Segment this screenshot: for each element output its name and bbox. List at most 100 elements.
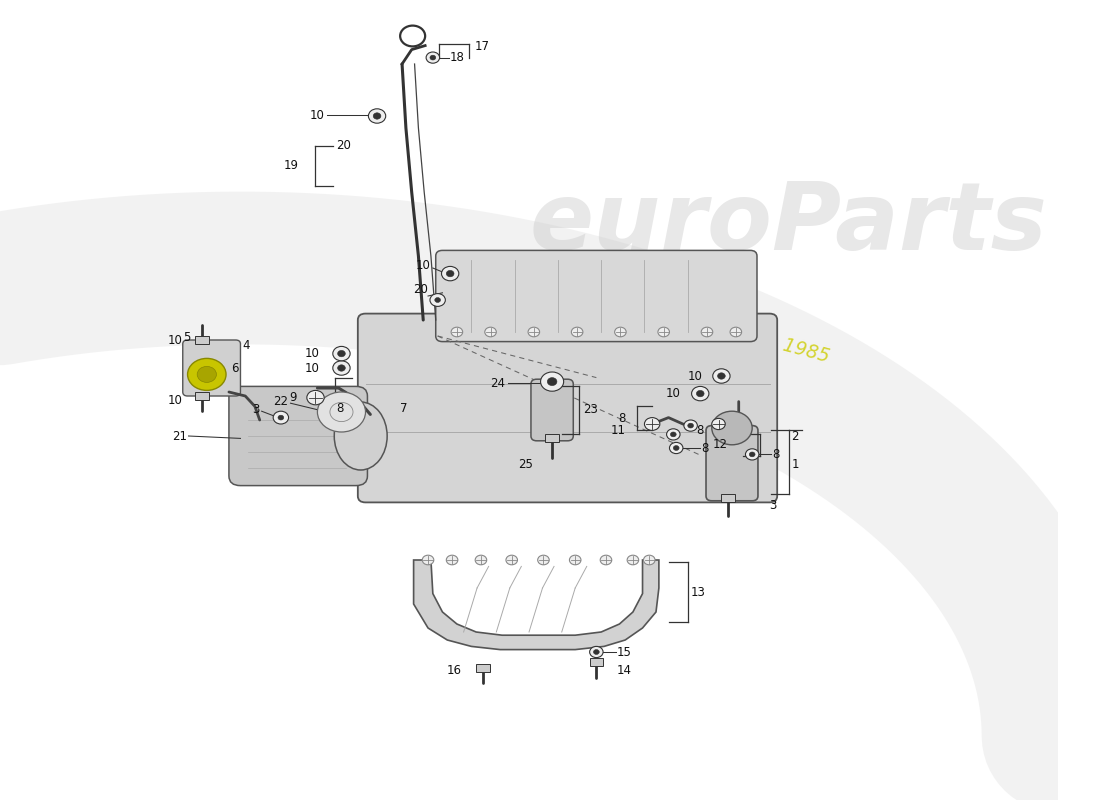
Circle shape (667, 429, 680, 440)
Text: euroParts: euroParts (530, 178, 1047, 270)
Text: 6: 6 (231, 362, 239, 374)
Text: 4: 4 (242, 339, 250, 352)
FancyBboxPatch shape (706, 426, 758, 501)
Text: 10: 10 (667, 387, 681, 400)
Text: 11: 11 (610, 424, 625, 437)
Text: 20: 20 (336, 139, 351, 152)
Text: 13: 13 (691, 586, 705, 598)
Circle shape (670, 442, 683, 454)
Circle shape (594, 650, 600, 654)
Ellipse shape (334, 402, 387, 470)
Text: 10: 10 (305, 347, 319, 360)
Text: 1: 1 (792, 458, 799, 470)
Circle shape (658, 327, 670, 337)
Circle shape (447, 555, 458, 565)
Text: 24: 24 (490, 377, 505, 390)
Text: 23: 23 (583, 403, 597, 416)
Text: 2: 2 (792, 430, 799, 442)
Circle shape (333, 361, 350, 375)
Circle shape (571, 327, 583, 337)
Text: 19: 19 (283, 159, 298, 172)
Circle shape (538, 555, 549, 565)
Text: 18: 18 (450, 51, 465, 64)
FancyBboxPatch shape (358, 314, 778, 502)
Circle shape (627, 555, 639, 565)
Circle shape (746, 449, 759, 460)
Text: 10: 10 (688, 370, 702, 382)
FancyBboxPatch shape (531, 379, 573, 441)
Circle shape (338, 365, 345, 371)
Circle shape (540, 372, 563, 391)
Text: 8: 8 (772, 448, 780, 461)
Circle shape (506, 555, 517, 565)
Circle shape (696, 390, 704, 397)
Circle shape (712, 411, 752, 445)
Circle shape (548, 378, 557, 386)
Circle shape (570, 555, 581, 565)
Text: 7: 7 (400, 402, 408, 414)
Circle shape (441, 266, 459, 281)
Bar (590, 658, 603, 666)
Circle shape (713, 369, 730, 383)
Text: 8: 8 (618, 412, 625, 425)
Text: 22: 22 (274, 395, 288, 408)
Text: 16: 16 (447, 664, 462, 677)
Text: 12: 12 (713, 438, 728, 451)
Text: 20: 20 (414, 283, 428, 296)
Circle shape (422, 555, 433, 565)
FancyBboxPatch shape (436, 250, 757, 342)
Circle shape (712, 418, 725, 430)
Circle shape (644, 555, 654, 565)
Text: 10: 10 (168, 394, 183, 406)
Circle shape (434, 298, 440, 302)
Circle shape (426, 52, 440, 63)
Text: 17: 17 (474, 40, 490, 53)
Text: a passion for parts since 1985: a passion for parts since 1985 (553, 274, 832, 366)
Text: 15: 15 (617, 646, 631, 658)
Text: 21: 21 (173, 430, 188, 442)
Polygon shape (414, 560, 659, 650)
Circle shape (430, 294, 446, 306)
Circle shape (373, 113, 381, 119)
Circle shape (447, 270, 454, 277)
Bar (196, 392, 209, 400)
Circle shape (188, 358, 226, 390)
Text: 10: 10 (168, 334, 183, 346)
Circle shape (197, 366, 217, 382)
Circle shape (701, 327, 713, 337)
Circle shape (692, 386, 708, 401)
Text: 5: 5 (183, 331, 190, 344)
Circle shape (430, 55, 436, 60)
Bar (546, 434, 559, 442)
Bar (476, 664, 490, 672)
Circle shape (333, 346, 350, 361)
Bar (722, 494, 735, 502)
Circle shape (684, 420, 697, 431)
Text: 14: 14 (617, 664, 631, 677)
Circle shape (749, 452, 755, 457)
Circle shape (590, 646, 603, 658)
Text: 3: 3 (770, 499, 777, 512)
Circle shape (475, 555, 486, 565)
Text: 9: 9 (289, 391, 296, 404)
Circle shape (730, 327, 741, 337)
Text: 8: 8 (696, 424, 704, 437)
FancyBboxPatch shape (229, 386, 367, 486)
Circle shape (318, 392, 365, 432)
Circle shape (338, 350, 345, 357)
Text: 10: 10 (305, 362, 319, 374)
Circle shape (717, 373, 725, 379)
Circle shape (273, 411, 288, 424)
Circle shape (601, 555, 612, 565)
Text: 8: 8 (701, 442, 708, 454)
Text: 10: 10 (416, 259, 431, 272)
Circle shape (451, 327, 463, 337)
Circle shape (485, 327, 496, 337)
Circle shape (368, 109, 386, 123)
Bar (196, 336, 209, 344)
Circle shape (673, 446, 679, 450)
Circle shape (615, 327, 626, 337)
Text: 8: 8 (337, 402, 344, 414)
FancyBboxPatch shape (183, 340, 241, 396)
Circle shape (307, 390, 324, 405)
